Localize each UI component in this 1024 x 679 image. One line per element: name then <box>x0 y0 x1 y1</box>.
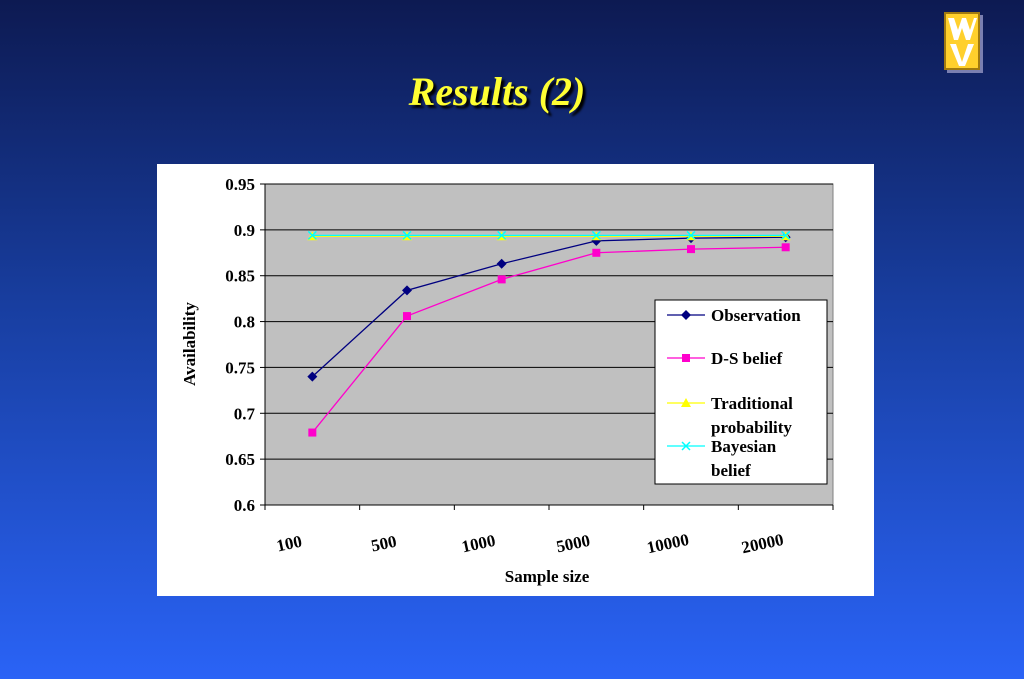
legend-marker-traditional-probability <box>681 398 691 407</box>
data-point-bayesian-belief <box>591 230 601 240</box>
data-point-bayesian-belief <box>307 230 317 240</box>
legend-item-observation: Observation <box>667 306 801 325</box>
y-tick-label: 0.75 <box>225 358 255 377</box>
data-point-bayesian-belief <box>402 230 412 240</box>
y-tick-label: 0.7 <box>234 404 256 423</box>
x-tick-label: 10000 <box>645 530 691 557</box>
data-point-bayesian-belief <box>781 230 791 240</box>
data-point-bayesian-belief <box>686 230 696 240</box>
slide-title: Results (2) <box>408 69 586 114</box>
legend-label: belief <box>711 461 751 480</box>
y-tick-label: 0.95 <box>225 175 255 194</box>
series-line-observation <box>311 236 786 378</box>
x-tick-label: 20000 <box>740 530 786 557</box>
data-point-d-s-belief <box>497 275 506 284</box>
wv-logo-icon <box>944 12 980 70</box>
legend-label: D-S belief <box>711 349 783 368</box>
legend-marker-d-s-belief <box>682 354 690 362</box>
x-tick-label: 100 <box>275 532 304 556</box>
data-point-observation <box>402 285 412 296</box>
legend-item-bayesian-belief: Bayesian belief <box>667 437 777 480</box>
data-point-d-s-belief <box>308 428 317 437</box>
series-d-s-belief <box>308 243 790 437</box>
legend-label: probability <box>711 418 792 437</box>
legend-item-traditional-probability: Traditional probability <box>667 394 793 437</box>
availability-chart: 0.95 0.9 0.85 0.8 0.75 0.7 0.65 0.6 100 500 1000 5… <box>180 175 834 586</box>
y-tick-label: 0.9 <box>234 221 255 240</box>
x-tick-label: 1000 <box>460 531 497 557</box>
data-point-observation <box>307 371 318 382</box>
legend-marker-observation <box>681 310 691 320</box>
data-point-observation <box>496 258 507 269</box>
data-point-d-s-belief <box>592 248 601 257</box>
data-point-d-s-belief <box>781 243 790 252</box>
legend-label: Traditional <box>711 394 793 413</box>
legend-label: Observation <box>711 306 801 325</box>
legend: Observation D-S belief Traditional probabil… <box>654 299 828 485</box>
y-tick-label: 0.85 <box>225 267 255 286</box>
series-bayesian-belief <box>307 230 791 240</box>
x-axis-title: Sample size <box>505 567 590 586</box>
x-tick-label: 500 <box>369 532 398 556</box>
y-axis-title: Availability <box>180 302 199 386</box>
x-tick-label: 5000 <box>555 531 592 557</box>
chart-panel: 0.95 0.9 0.85 0.8 0.75 0.7 0.65 0.6 100 500 1000 5… <box>157 164 874 596</box>
legend-label: Bayesian <box>711 437 777 456</box>
legend-item-d-s-belief: D-S belief <box>667 349 783 368</box>
legend-box <box>654 299 828 485</box>
y-tick-label: 0.8 <box>234 313 255 332</box>
data-point-d-s-belief <box>403 312 411 321</box>
y-tick-label: 0.65 <box>225 450 255 469</box>
data-point-bayesian-belief <box>497 230 507 240</box>
legend-marker-bayesian-belief <box>681 441 691 451</box>
data-point-d-s-belief <box>687 245 695 254</box>
series-line-d-s-belief <box>311 246 786 433</box>
y-tick-label: 0.6 <box>234 496 255 515</box>
